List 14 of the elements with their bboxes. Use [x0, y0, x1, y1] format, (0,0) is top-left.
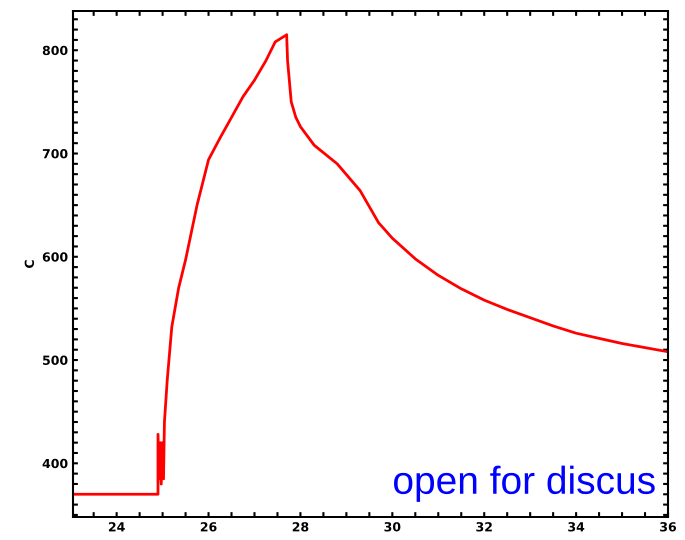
- x-tick-label: 28: [292, 522, 308, 532]
- x-tick-label: 34: [568, 522, 584, 532]
- x-tick-label: 26: [200, 522, 217, 532]
- y-tick-label: 500: [43, 356, 68, 365]
- y-tick-label: 600: [42, 252, 68, 262]
- y-axis-title: C: [24, 260, 34, 268]
- y-tick-label: 800: [42, 46, 68, 56]
- x-tick-label: 32: [476, 522, 492, 532]
- y-tick-label: 700: [42, 148, 68, 158]
- annotation: open for discus: [394, 466, 655, 502]
- x-tick-label: 36: [660, 522, 676, 532]
- x-tick-label: 24: [108, 522, 125, 532]
- x-tick-label: 30: [384, 522, 400, 532]
- y-tick-label: 400: [42, 458, 68, 468]
